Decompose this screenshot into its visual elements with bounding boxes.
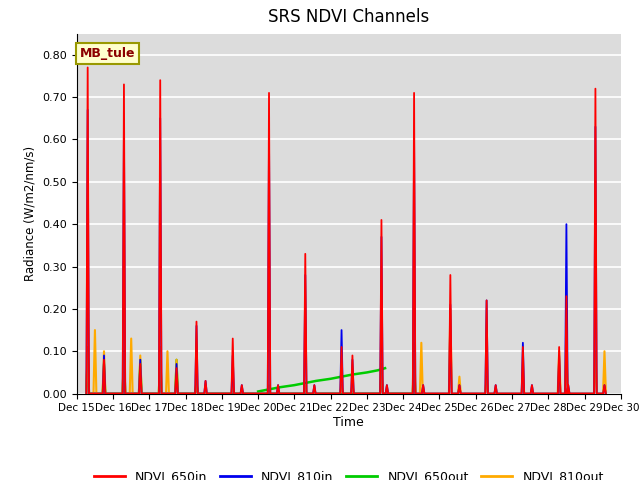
Title: SRS NDVI Channels: SRS NDVI Channels [268,9,429,26]
X-axis label: Time: Time [333,416,364,429]
Text: MB_tule: MB_tule [80,47,135,60]
Y-axis label: Radiance (W/m2/nm/s): Radiance (W/m2/nm/s) [24,146,36,281]
Legend: NDVI_650in, NDVI_810in, NDVI_650out, NDVI_810out: NDVI_650in, NDVI_810in, NDVI_650out, NDV… [89,465,609,480]
